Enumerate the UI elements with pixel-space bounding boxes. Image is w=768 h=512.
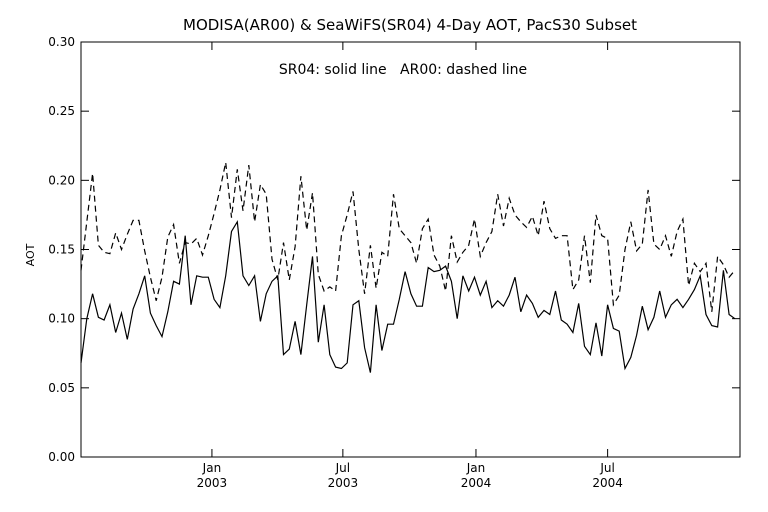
plot-frame — [80, 41, 741, 458]
y-tick-label: 0.00 — [48, 450, 75, 464]
y-axis-label: AOT — [24, 243, 37, 266]
y-tick-label: 0.25 — [48, 104, 75, 118]
x-tick-month: Jan — [466, 461, 486, 475]
chart-title: MODISA(AR00) & SeaWiFS(SR04) 4-Day AOT, … — [183, 16, 637, 34]
y-tick-label: 0.30 — [48, 35, 75, 49]
y-axis: 0.00 0.05 0.10 0.15 0.20 0.25 0.30 — [48, 35, 740, 464]
x-tick-month: Jul — [335, 461, 350, 475]
y-tick-label: 0.15 — [48, 243, 75, 257]
x-tick-month: Jul — [599, 461, 614, 475]
series-line-ar00 — [80, 162, 736, 312]
series-layer — [80, 162, 736, 373]
y-tick-label: 0.05 — [48, 381, 75, 395]
x-tick-year: 2003 — [197, 476, 228, 490]
y-tick-label: 0.20 — [48, 173, 75, 187]
series-line-sr04 — [80, 219, 736, 373]
x-tick-year: 2003 — [328, 476, 359, 490]
x-tick-year: 2004 — [461, 476, 492, 490]
x-tick-month: Jan — [202, 461, 222, 475]
x-tick-year: 2004 — [592, 476, 623, 490]
chart-subtitle: SR04: solid line AR00: dashed line — [279, 62, 527, 78]
y-tick-label: 0.10 — [48, 312, 75, 326]
